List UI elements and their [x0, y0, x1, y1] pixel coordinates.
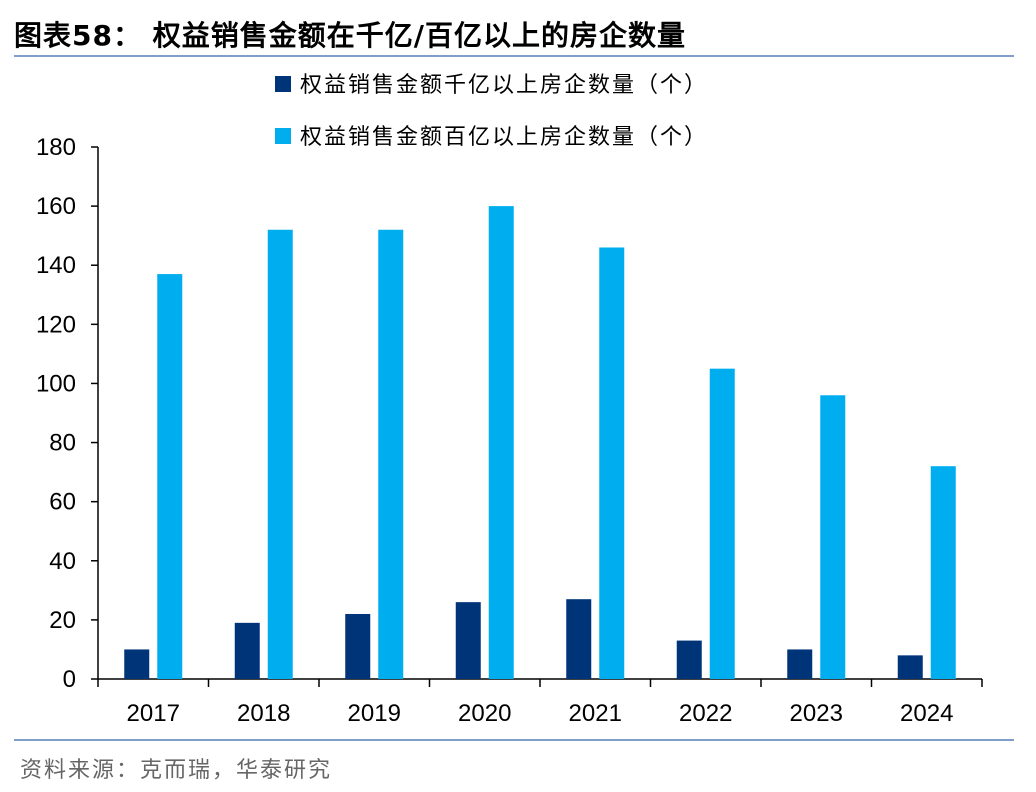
y-tick-label: 60 — [49, 489, 76, 516]
y-tick-label: 80 — [49, 430, 76, 457]
bar-over-10b-2019 — [378, 229, 404, 679]
bar-over-10b-2017 — [157, 274, 183, 679]
legend-label: 权益销售金额百亿以上房企数量（个） — [300, 125, 708, 150]
source-note: 资料来源：克而瑞，华泰研究 — [20, 758, 333, 783]
bar-over-10b-2021 — [599, 247, 625, 679]
bar-over-10b-2022 — [709, 368, 735, 679]
bar-over-100b-2024 — [897, 655, 923, 679]
title-divider — [14, 55, 1014, 57]
y-tick-label: 20 — [49, 607, 76, 634]
y-tick-label: 140 — [36, 252, 76, 279]
y-tick-label: 120 — [36, 311, 76, 338]
bar-over-100b-2020 — [455, 602, 481, 679]
bar-over-10b-2023 — [820, 395, 846, 679]
y-tick-label: 0 — [63, 666, 76, 693]
x-tick-label: 2018 — [237, 700, 290, 727]
x-tick-label: 2019 — [348, 700, 401, 727]
x-tick-label: 2024 — [900, 700, 953, 727]
x-tick-label: 2021 — [569, 700, 622, 727]
bar-over-100b-2018 — [234, 622, 260, 679]
bar-over-100b-2017 — [124, 649, 150, 679]
bars — [124, 206, 956, 679]
bar-over-10b-2018 — [267, 229, 293, 679]
y-tick-label: 40 — [49, 548, 76, 575]
legend-swatch — [275, 76, 291, 92]
bar-over-10b-2024 — [930, 466, 956, 679]
bar-over-100b-2022 — [676, 640, 702, 679]
bar-over-100b-2021 — [566, 599, 592, 679]
y-tick-label: 100 — [36, 370, 76, 397]
y-axis: 0 20 40 60 80 100 120 140 160 180 — [36, 134, 99, 693]
x-tick-label: 2017 — [127, 700, 180, 727]
x-tick-label: 2023 — [790, 700, 843, 727]
bar-over-100b-2023 — [787, 649, 813, 679]
bar-over-100b-2019 — [345, 613, 371, 679]
y-tick-label: 160 — [36, 193, 76, 220]
bar-over-10b-2020 — [488, 206, 514, 679]
legend: 权益销售金额千亿以上房企数量（个） 权益销售金额百亿以上房企数量（个） — [275, 73, 708, 150]
footer-divider — [14, 739, 1014, 741]
y-tick-label: 180 — [36, 134, 76, 161]
x-tick-label: 2022 — [679, 700, 732, 727]
legend-swatch — [275, 128, 291, 144]
chart-title: 图表58： 权益销售金额在千亿/百亿以上的房企数量 — [14, 19, 686, 52]
legend-label: 权益销售金额千亿以上房企数量（个） — [300, 73, 708, 98]
x-axis: 2017 2018 2019 2020 2021 2022 2023 2024 — [97, 678, 983, 727]
x-tick-label: 2020 — [458, 700, 511, 727]
